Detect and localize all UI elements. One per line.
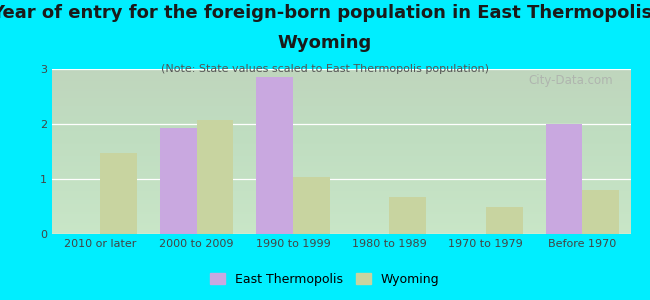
- Bar: [389, 196, 426, 234]
- Bar: [100, 153, 137, 234]
- Text: (Note: State values scaled to East Thermopolis population): (Note: State values scaled to East Therm…: [161, 64, 489, 74]
- Text: City-Data.com: City-Data.com: [528, 74, 613, 87]
- Text: Wyoming: Wyoming: [278, 34, 372, 52]
- Bar: [293, 177, 330, 234]
- Bar: [256, 77, 293, 234]
- Bar: [582, 190, 619, 234]
- Bar: [486, 207, 523, 234]
- Text: Year of entry for the foreign-born population in East Thermopolis,: Year of entry for the foreign-born popul…: [0, 4, 650, 22]
- Bar: [160, 128, 196, 234]
- Bar: [196, 120, 233, 234]
- Legend: East Thermopolis, Wyoming: East Thermopolis, Wyoming: [205, 268, 445, 291]
- Bar: [545, 124, 582, 234]
